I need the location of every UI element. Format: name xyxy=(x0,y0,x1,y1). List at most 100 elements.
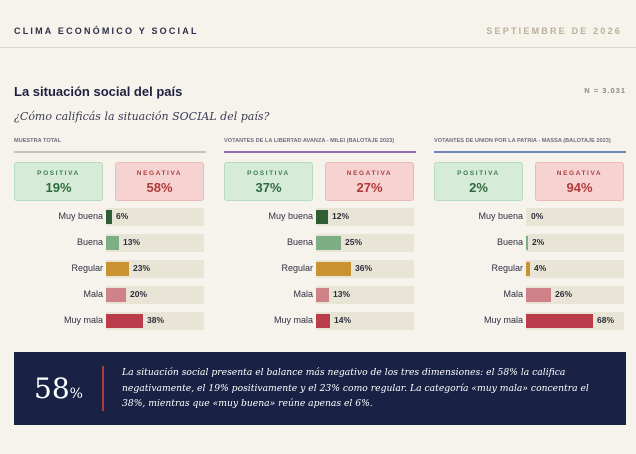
bar xyxy=(106,262,129,276)
category-label: Muy buena xyxy=(268,211,313,221)
section-title: CLIMA ECONÓMICO Y SOCIAL xyxy=(14,26,199,36)
category-label: Muy mala xyxy=(273,315,313,325)
bar xyxy=(106,288,126,302)
summary-box: 58% La situación social presenta el bala… xyxy=(14,352,626,425)
bar xyxy=(526,262,530,276)
bar-row: Muy mala 68% xyxy=(434,312,626,330)
bar xyxy=(316,262,351,276)
bar-row: Mala 13% xyxy=(224,286,416,304)
bar-chart: Muy buena 12% Buena 25% Regular 36% Mala 13% Muy… xyxy=(224,208,416,333)
positive-kpi-card: POSITIVA 37% xyxy=(224,162,313,201)
kpi-value: 19% xyxy=(45,180,72,195)
bar-value-label: 13% xyxy=(333,289,351,299)
category-label: Mala xyxy=(293,289,313,299)
category-label: Buena xyxy=(286,237,313,247)
category-label: Regular xyxy=(71,263,103,273)
kpi-value: 58% xyxy=(146,180,173,195)
bar-row: Muy buena 12% xyxy=(224,208,416,226)
bar xyxy=(316,210,328,224)
category-label: Mala xyxy=(503,289,523,299)
question-text: ¿Cómo calificás la situación SOCIAL del … xyxy=(14,110,270,123)
bar-value-label: 36% xyxy=(355,263,373,273)
bar-row: Buena 2% xyxy=(434,234,626,252)
bar-row: Regular 36% xyxy=(224,260,416,278)
bar-value-label: 14% xyxy=(334,315,352,325)
kpi-value: 37% xyxy=(255,180,282,195)
category-label: Muy mala xyxy=(63,315,103,325)
bar-value-label: 13% xyxy=(123,237,141,247)
bar-row: Buena 13% xyxy=(14,234,206,252)
bar-row: Mala 26% xyxy=(434,286,626,304)
bar-track xyxy=(316,208,414,226)
kpi-label: NEGATIVA xyxy=(136,170,183,177)
sample-size-label: N = 3.031 xyxy=(584,86,626,95)
bar-chart: Muy buena 0% Buena 2% Regular 4% Mala 26% Muy ma… xyxy=(434,208,626,333)
bar xyxy=(316,314,330,328)
panel-underline xyxy=(14,151,206,153)
kpi-value: 2% xyxy=(469,180,488,195)
bar-track xyxy=(106,286,204,304)
category-label: Regular xyxy=(281,263,313,273)
bar-value-label: 25% xyxy=(345,237,363,247)
bar-value-label: 38% xyxy=(147,315,165,325)
summary-big-number: 58% xyxy=(34,372,83,405)
bar-track xyxy=(106,234,204,252)
bar-value-label: 2% xyxy=(532,237,545,247)
chart-panel: VOTANTES DE LA LIBERTAD AVANZA - MILEI (… xyxy=(224,138,416,334)
panel-underline xyxy=(224,151,416,153)
page-title: La situación social del país xyxy=(14,84,183,99)
bar xyxy=(526,236,528,250)
positive-kpi-card: POSITIVA 19% xyxy=(14,162,103,201)
category-label: Muy buena xyxy=(58,211,103,221)
negative-kpi-card: NEGATIVA 27% xyxy=(325,162,414,201)
bar-value-label: 23% xyxy=(133,263,151,273)
category-label: Regular xyxy=(491,263,523,273)
category-label: Mala xyxy=(83,289,103,299)
bar-track xyxy=(526,208,624,226)
bar-value-label: 0% xyxy=(531,211,544,221)
summary-text: La situación social presenta el balance … xyxy=(122,367,589,409)
bar-track xyxy=(106,208,204,226)
bar-track xyxy=(316,312,414,330)
bar-row: Regular 4% xyxy=(434,260,626,278)
bar-value-label: 68% xyxy=(597,315,615,325)
category-label: Buena xyxy=(76,237,103,247)
bar xyxy=(526,314,593,328)
kpi-label: POSITIVA xyxy=(37,170,80,177)
bar-row: Muy mala 14% xyxy=(224,312,416,330)
bar-row: Buena 25% xyxy=(224,234,416,252)
negative-kpi-card: NEGATIVA 94% xyxy=(535,162,624,201)
kpi-label: NEGATIVA xyxy=(556,170,603,177)
bar-chart: Muy buena 6% Buena 13% Regular 23% Mala 20% Muy … xyxy=(14,208,206,333)
bar-value-label: 20% xyxy=(130,289,148,299)
bar-row: Muy mala 38% xyxy=(14,312,206,330)
kpi-value: 27% xyxy=(356,180,383,195)
summary-divider xyxy=(102,366,104,411)
category-label: Muy buena xyxy=(478,211,523,221)
chart-panel: MUESTRA TOTAL POSITIVA 19% NEGATIVA 58% Muy b… xyxy=(14,138,206,334)
page-header: CLIMA ECONÓMICO Y SOCIAL SEPTIEMBRE DE 2… xyxy=(0,0,636,48)
summary-big-unit: % xyxy=(69,386,83,402)
bar-track xyxy=(526,234,624,252)
kpi-label: POSITIVA xyxy=(457,170,500,177)
negative-kpi-card: NEGATIVA 58% xyxy=(115,162,204,201)
bar-value-label: 12% xyxy=(332,211,350,221)
bar xyxy=(106,236,119,250)
kpi-value: 94% xyxy=(566,180,593,195)
bar-value-label: 4% xyxy=(534,263,547,273)
bar xyxy=(106,210,112,224)
bar-value-label: 6% xyxy=(116,211,129,221)
category-label: Buena xyxy=(496,237,523,247)
bar-row: Regular 23% xyxy=(14,260,206,278)
category-label: Muy mala xyxy=(483,315,523,325)
kpi-label: POSITIVA xyxy=(247,170,290,177)
date-label: SEPTIEMBRE DE 2026 xyxy=(486,26,622,36)
summary-big-value: 58 xyxy=(34,372,70,405)
bar-row: Muy buena 6% xyxy=(14,208,206,226)
bar xyxy=(106,314,143,328)
positive-kpi-card: POSITIVA 2% xyxy=(434,162,523,201)
panel-underline xyxy=(434,151,626,153)
chart-panel: VOTANTES DE UNIÓN POR LA PATRIA - MASSA … xyxy=(434,138,626,334)
bar xyxy=(316,236,341,250)
bar xyxy=(316,288,329,302)
